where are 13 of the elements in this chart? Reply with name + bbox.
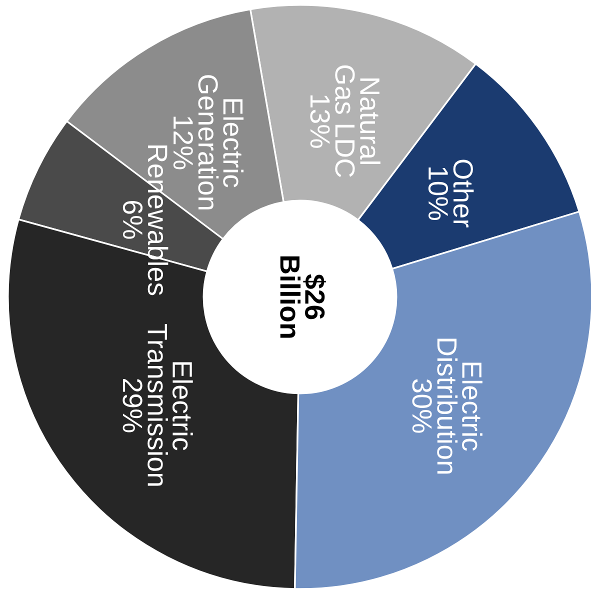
slice-label: Other <box>453 160 474 228</box>
slice-label: Electric Distribution <box>437 338 482 474</box>
data-label: 29% <box>122 379 142 432</box>
data-label: 6% <box>122 200 143 239</box>
text: $26 Billion <box>280 256 326 338</box>
slice-label: Electric Transmission <box>148 324 193 486</box>
slice-label: Renewables <box>148 145 168 296</box>
data-label: 30% <box>412 379 432 433</box>
data-label: 12% <box>173 116 193 170</box>
data-label: 13% <box>310 95 330 148</box>
slice-label: Electric Generation <box>198 75 244 210</box>
data-label: 10% <box>428 167 448 220</box>
slice-label: Natural Gas LDC <box>335 65 380 178</box>
